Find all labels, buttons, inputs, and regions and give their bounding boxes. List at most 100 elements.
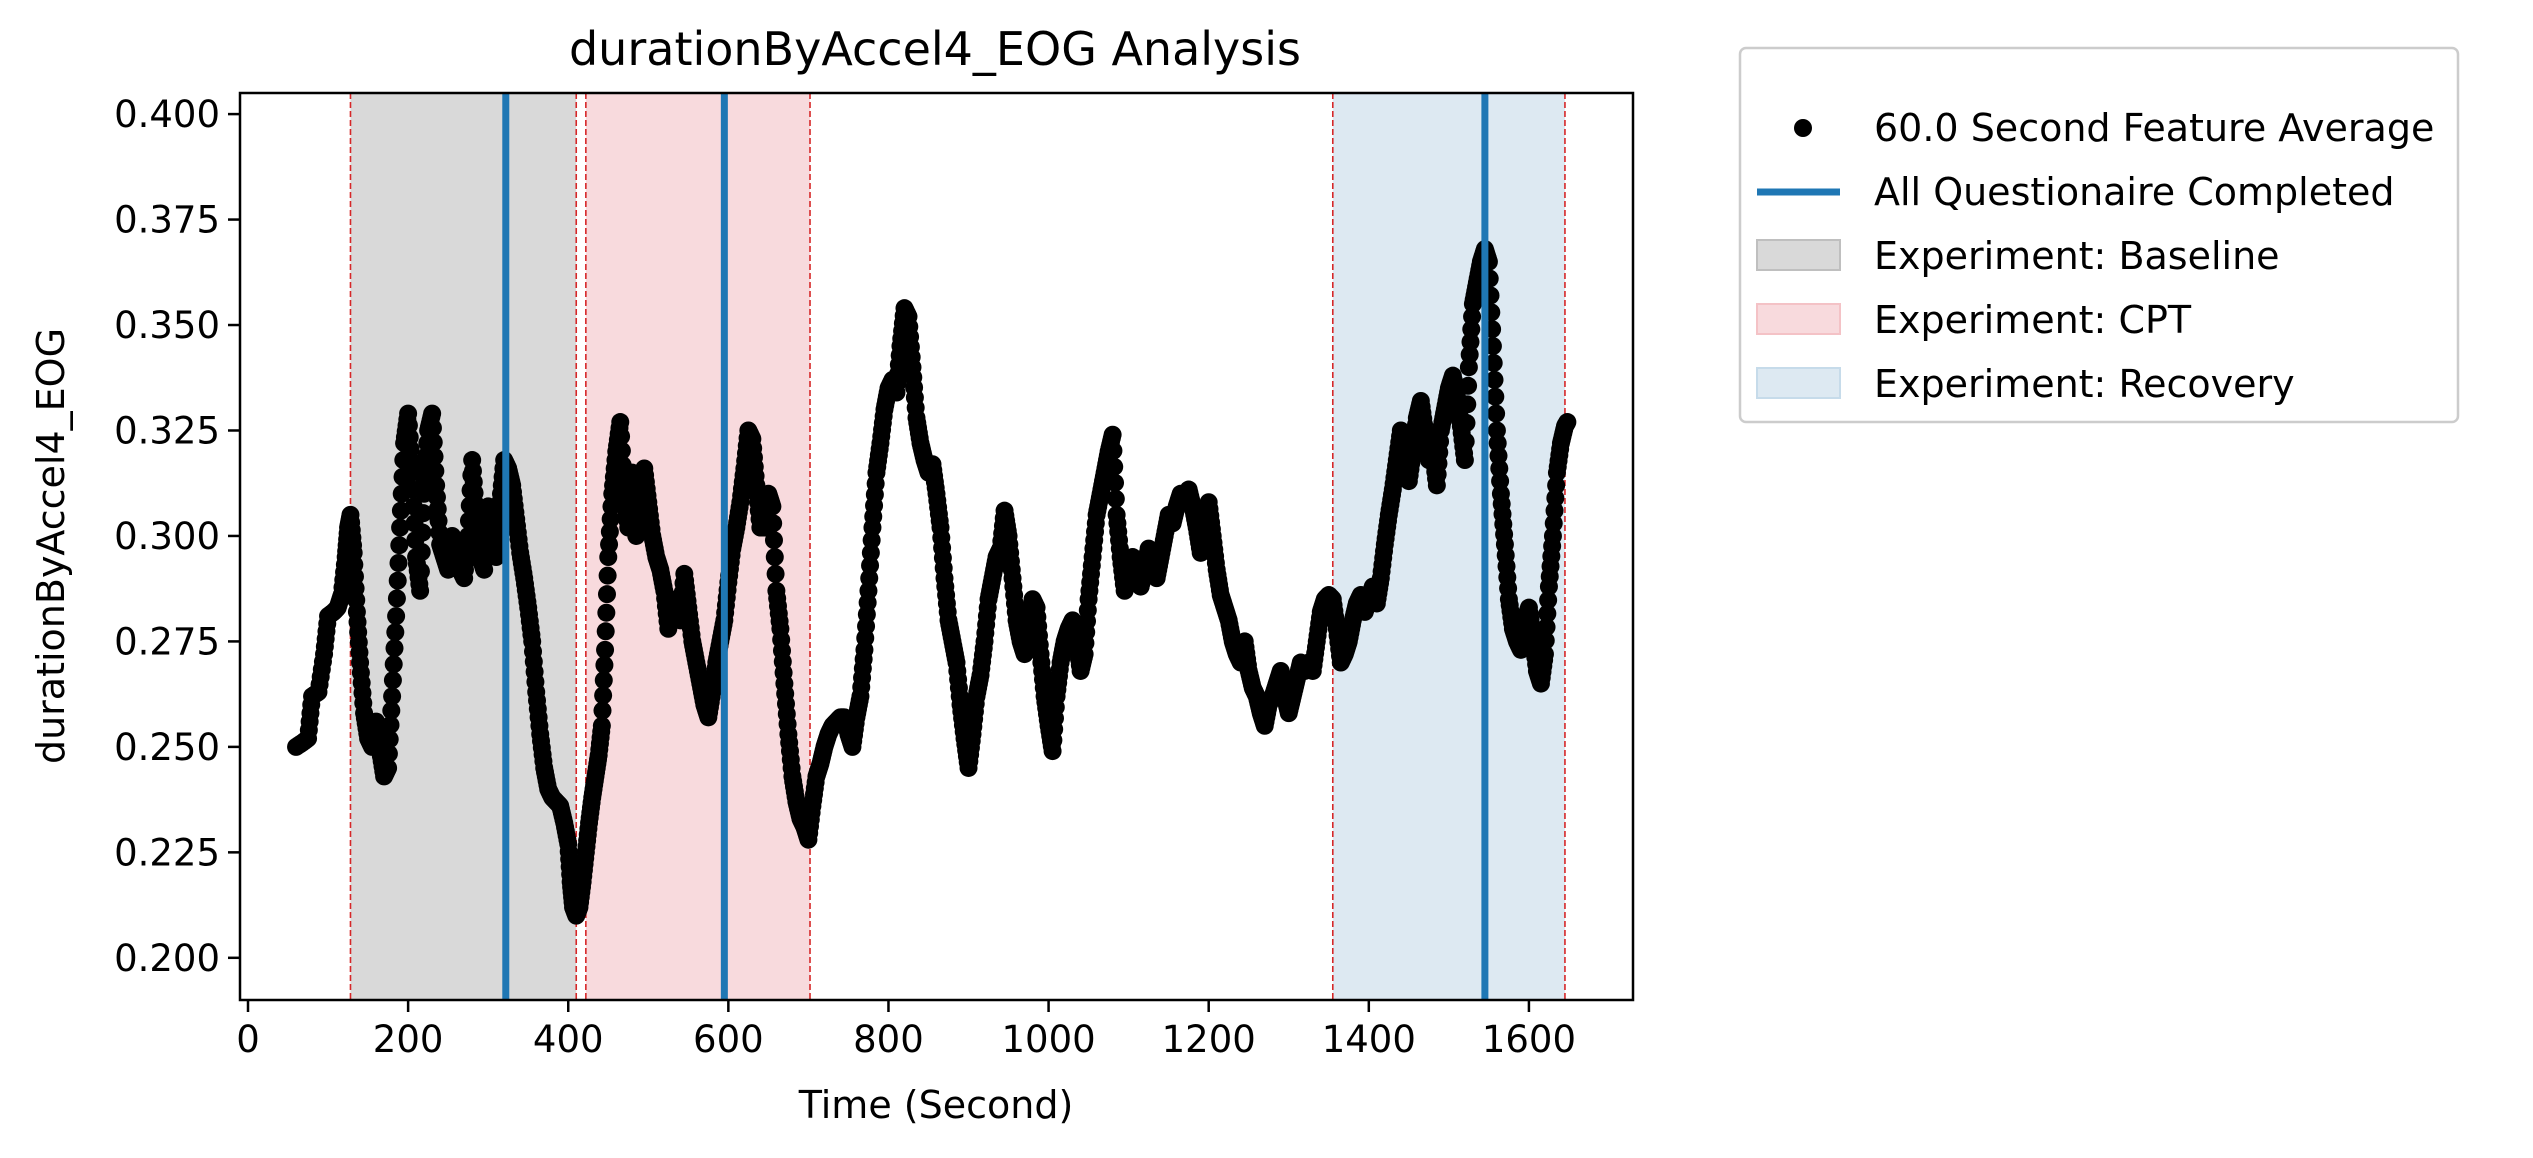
data-point <box>383 687 402 706</box>
data-point <box>1106 473 1125 492</box>
data-point <box>381 715 400 734</box>
data-point <box>1103 425 1122 444</box>
data-point <box>763 497 782 516</box>
data-point <box>594 671 613 690</box>
data-point <box>414 504 433 523</box>
legend-patch <box>1756 303 1841 335</box>
data-point <box>386 623 405 642</box>
legend-label: 60.0 Second Feature Average <box>1874 106 2434 150</box>
data-point <box>764 514 783 533</box>
y-tick-label: 0.325 <box>114 409 220 452</box>
data-point <box>390 536 409 555</box>
data-point <box>413 523 432 542</box>
data-point <box>594 686 613 705</box>
data-point <box>1455 451 1474 470</box>
data-point <box>382 701 401 720</box>
data-point <box>1539 591 1558 610</box>
data-point <box>764 531 783 550</box>
data-point <box>593 701 612 720</box>
data-point <box>612 441 631 460</box>
data-point <box>411 581 430 600</box>
data-point <box>1459 376 1478 395</box>
data-point <box>425 447 444 466</box>
legend-label: All Questionaire Completed <box>1874 170 2395 214</box>
y-tick-label: 0.350 <box>114 304 220 347</box>
y-axis-title: durationByAccel4_EOG <box>29 328 73 764</box>
data-point <box>379 758 398 777</box>
data-point <box>1106 489 1125 508</box>
data-point <box>597 603 616 622</box>
y-tick-label: 0.275 <box>114 620 220 663</box>
data-point <box>1535 645 1554 664</box>
y-tick-label: 0.375 <box>114 199 220 242</box>
legend-item-4: Experiment: Recovery <box>1756 362 2295 406</box>
y-tick-label: 0.200 <box>114 937 220 980</box>
data-point <box>592 716 611 735</box>
data-point <box>403 463 422 482</box>
span-2 <box>1332 93 1565 1000</box>
data-point <box>1456 432 1475 451</box>
data-point <box>423 418 442 437</box>
data-point <box>1485 370 1504 389</box>
data-point <box>598 566 617 585</box>
legend-item-3: Experiment: CPT <box>1756 298 2192 342</box>
data-point <box>426 461 445 480</box>
data-point <box>412 542 431 561</box>
x-tick-label: 1600 <box>1482 1018 1576 1061</box>
x-axis-title: Time (Second) <box>798 1083 1074 1127</box>
y-tick-label: 0.300 <box>114 515 220 558</box>
x-tick-label: 0 <box>236 1018 260 1061</box>
data-point <box>391 518 410 537</box>
data-point <box>765 548 784 567</box>
x-tick-label: 1000 <box>1001 1018 1095 1061</box>
data-point <box>1536 631 1555 650</box>
data-point <box>1538 604 1557 623</box>
data-point <box>1484 353 1503 372</box>
data-point <box>387 607 406 626</box>
x-tick-label: 200 <box>373 1018 444 1061</box>
data-point <box>597 585 616 604</box>
data-point <box>612 427 631 446</box>
x-tick-label: 1400 <box>1322 1018 1416 1061</box>
legend-item-0: 60.0 Second Feature Average <box>1794 106 2434 150</box>
x-tick-label: 1200 <box>1162 1018 1256 1061</box>
data-point <box>595 656 614 675</box>
legend-frame <box>1738 46 2460 424</box>
legend-item-1: All Questionaire Completed <box>1757 170 2395 214</box>
x-axis: 0 200 400 600 800 1000 1200 1400 1600 <box>236 1000 1576 1061</box>
data-point <box>387 589 406 608</box>
data-point <box>411 562 430 581</box>
questionnaire-lines <box>502 93 1489 1000</box>
legend-item-2: Experiment: Baseline <box>1756 234 2280 278</box>
data-point <box>1537 618 1556 637</box>
data-point <box>1487 404 1506 423</box>
y-tick-label: 0.225 <box>114 831 220 874</box>
x-tick-label: 600 <box>693 1018 764 1061</box>
legend-label: Experiment: Recovery <box>1874 362 2295 406</box>
plot-frame <box>238 91 1635 1002</box>
data-point <box>1104 441 1123 460</box>
data-point <box>424 433 443 452</box>
y-tick-label: 0.250 <box>114 726 220 769</box>
legend-patch <box>1756 367 1841 399</box>
data-point <box>389 553 408 572</box>
data-point <box>385 639 404 658</box>
data-point <box>380 730 399 749</box>
plot-area <box>238 91 1635 1002</box>
chart-title: durationByAccel4_EOG Analysis <box>569 22 1301 76</box>
data-point <box>1486 387 1505 406</box>
legend-marker <box>1794 119 1812 137</box>
data-point <box>379 744 398 763</box>
data-point <box>1458 395 1477 414</box>
x-tick-label: 800 <box>853 1018 924 1061</box>
x-tick-label: 400 <box>533 1018 604 1061</box>
y-axis: 0.200 0.225 0.250 0.275 0.300 0.325 0.350 0.375… <box>114 93 240 980</box>
data-point <box>766 564 785 583</box>
y-tick-label: 0.400 <box>114 93 220 136</box>
legend-label: Experiment: CPT <box>1874 298 2192 342</box>
data-point <box>1483 337 1502 356</box>
data-point <box>596 622 615 641</box>
legend: 60.0 Second Feature Average All Questiona… <box>1738 46 2460 424</box>
data-point <box>1558 413 1577 432</box>
